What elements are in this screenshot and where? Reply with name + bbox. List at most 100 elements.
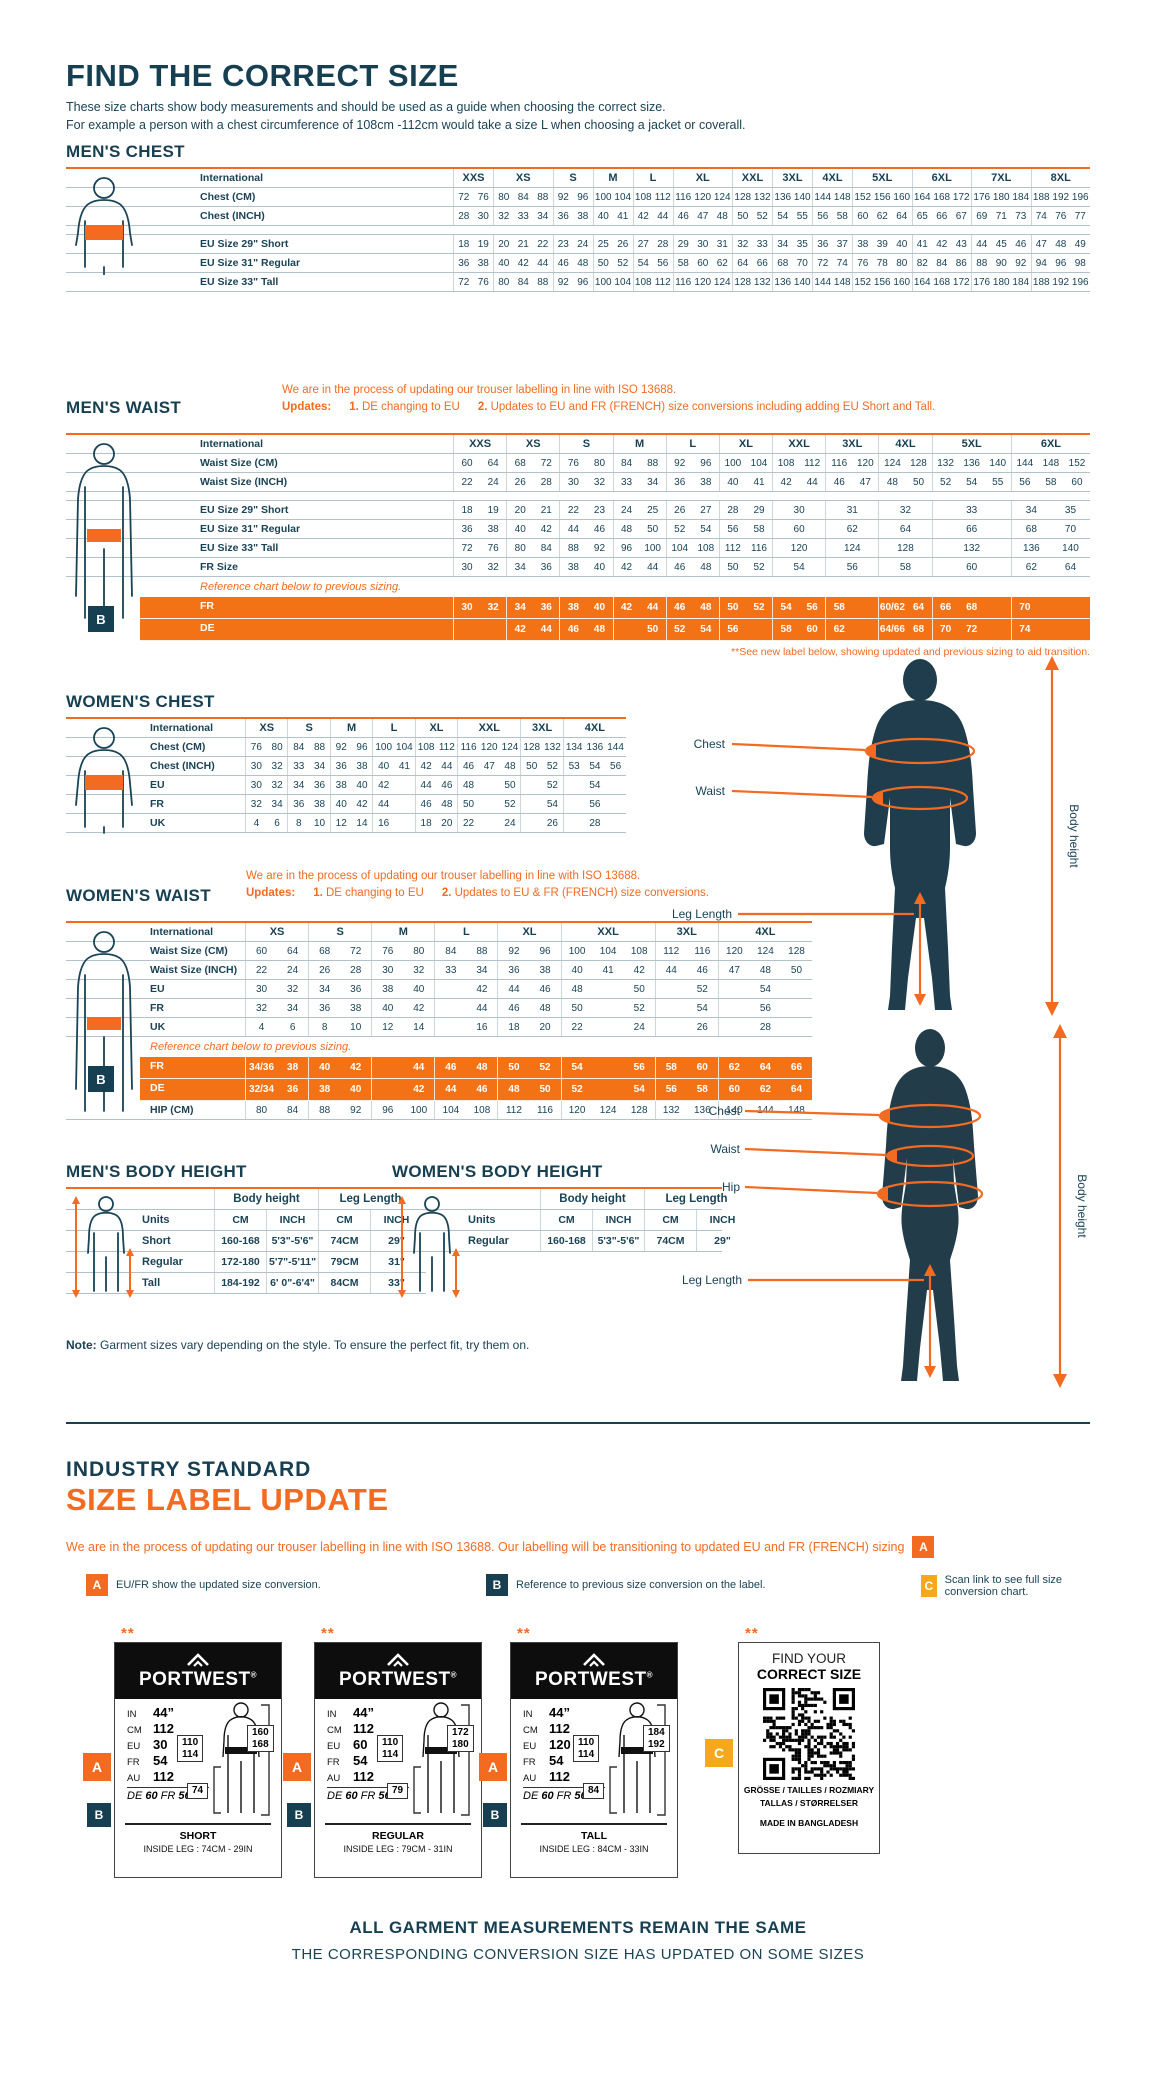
size-value: 128 (734, 191, 752, 203)
size-cell: 50 52 (457, 795, 520, 813)
size-grid: 72 76 80 84 88 92 96 100 104 108 112 116 120 124 128 13… (453, 539, 1090, 557)
size-value (479, 801, 500, 807)
height-callout: 184 192 (643, 1725, 670, 1752)
size-column-header: XS (245, 923, 308, 941)
size-cell: 44 (371, 1057, 434, 1078)
size-value: 124 (599, 1104, 617, 1116)
size-value: 48 (462, 779, 475, 791)
womens-body-height-section: WOMEN'S BODY HEIGHT Body height Leg Lengt… (392, 1162, 735, 1298)
size-column-header: XS (245, 719, 287, 737)
size-value: 42 (517, 257, 529, 269)
size-value: 36 (674, 476, 686, 488)
size-value: 60 (255, 945, 268, 957)
transition-footnote: **See new label below, showing updated a… (731, 646, 1090, 658)
size-cell: 42 44 (414, 757, 457, 775)
unit-header: INCH (266, 1210, 318, 1230)
size-value: 74 (1035, 210, 1047, 222)
size-value: 53 (568, 760, 580, 772)
size-value: 42 (780, 476, 792, 488)
size-value: 64 (487, 457, 499, 469)
size-value: 152 (1068, 457, 1086, 469)
legend-text: Reference to previous size conversion on… (516, 1579, 766, 1591)
size-value: 96 (577, 191, 589, 203)
size-value: 34 (293, 779, 305, 791)
size-value: 64 (737, 257, 749, 269)
size-value: 52 (633, 1002, 645, 1014)
size-value: 42 (540, 523, 552, 535)
size-value: 50 (647, 523, 659, 535)
size-cell: 34 36 (287, 776, 329, 794)
card-separator (521, 1823, 667, 1825)
size-column-header: S (559, 435, 612, 453)
size-value: 58 (665, 1062, 677, 1073)
size-value: 98 (1074, 257, 1086, 269)
size-cell: 40 42 (371, 999, 434, 1017)
size-cell: 80 84 (245, 1101, 308, 1119)
brand-name: PORTWEST® (338, 1668, 458, 1690)
size-value: 14 (356, 817, 368, 829)
size-value: 148 (1042, 457, 1060, 469)
size-value: 36 (350, 983, 362, 995)
size-value: 52 (756, 210, 768, 222)
size-cell: 144 148 (812, 188, 852, 206)
size-value (435, 1005, 466, 1011)
size-value: 140 (793, 276, 811, 288)
size-cell: 47 48 50 (717, 961, 812, 979)
waist-label: Waist (695, 784, 725, 798)
size-value: 34 (476, 964, 488, 976)
size-cell: 18 20 (414, 814, 457, 832)
size-cell: 76 80 (559, 454, 612, 472)
height-row: Regular 172-180 5'7"-5'11" 79CM 31" (66, 1252, 426, 1273)
badge-b: B (483, 1803, 507, 1827)
description-line: For example a person with a chest circum… (66, 118, 746, 133)
size-cell: 88 90 92 (971, 254, 1031, 272)
card-figure-icon (213, 1702, 270, 1816)
size-value: 70 (940, 624, 952, 635)
size-cell: 46 47 (825, 473, 878, 491)
size-grid: 4 6 8 10 12 14 16 18 20 22 24 26 28 (245, 814, 626, 832)
note-line: Note: Garment sizes vary depending on th… (66, 1338, 529, 1352)
size-value: 40 (335, 798, 347, 810)
size-value (435, 986, 466, 992)
size-cell: 8 10 (287, 814, 329, 832)
size-cell: 76 80 (371, 942, 434, 960)
unit-header: INCH (696, 1210, 748, 1230)
badge-b: B (88, 1066, 114, 1092)
size-cell: 108 112 (632, 273, 673, 291)
size-value: 176 (973, 276, 991, 288)
size-value: 30 (255, 983, 268, 995)
size-value: 66 (756, 257, 768, 269)
size-column-header: XS (493, 169, 553, 187)
size-value: 124 (713, 191, 731, 203)
waist-callout: 110 114 (377, 1735, 404, 1762)
size-value: 46 (677, 210, 689, 222)
size-cell: 72 76 (453, 273, 493, 291)
size-value: 48 (700, 561, 712, 573)
size-row: FR 32 34 36 38 40 42 44 46 48 50 52 54 56 (66, 795, 626, 814)
qr-code (763, 1688, 855, 1780)
size-cell: 50 52 (592, 254, 633, 272)
size-value: 188 (1032, 191, 1050, 203)
card-size-label: CM (327, 1725, 342, 1736)
size-cell: 54 (654, 999, 718, 1017)
size-cell: 22 24 (453, 473, 506, 491)
size-value: 36 (458, 257, 470, 269)
size-column-header: XL (497, 923, 560, 941)
size-cell: 54 (717, 980, 812, 998)
size-cell: 26 28 (506, 473, 559, 491)
industry-heading: INDUSTRY STANDARD (66, 1458, 312, 1481)
size-cell: 22 24 (560, 1018, 655, 1036)
size-value: 66 (790, 1062, 803, 1073)
size-value: 42 (476, 983, 488, 995)
size-column-header: L (665, 435, 719, 453)
height-row-label: Regular (468, 1235, 509, 1247)
size-cell: 152 156 160 (852, 188, 912, 206)
size-value: 148 (788, 1104, 805, 1116)
legend-text: Scan link to see full size conversion ch… (944, 1574, 1063, 1598)
update-note-line1: We are in the process of updating our tr… (282, 384, 677, 396)
chest-label: Chest (709, 1104, 741, 1118)
badge-b: B (287, 1803, 311, 1827)
badge-a: A (86, 1574, 108, 1596)
legend-item-a: A EU/FR show the updated size conversion… (86, 1574, 321, 1596)
size-grid: 22 24 26 28 30 32 33 34 36 38 40 41 42 44 46 47 48 50 52 54… (453, 473, 1090, 491)
